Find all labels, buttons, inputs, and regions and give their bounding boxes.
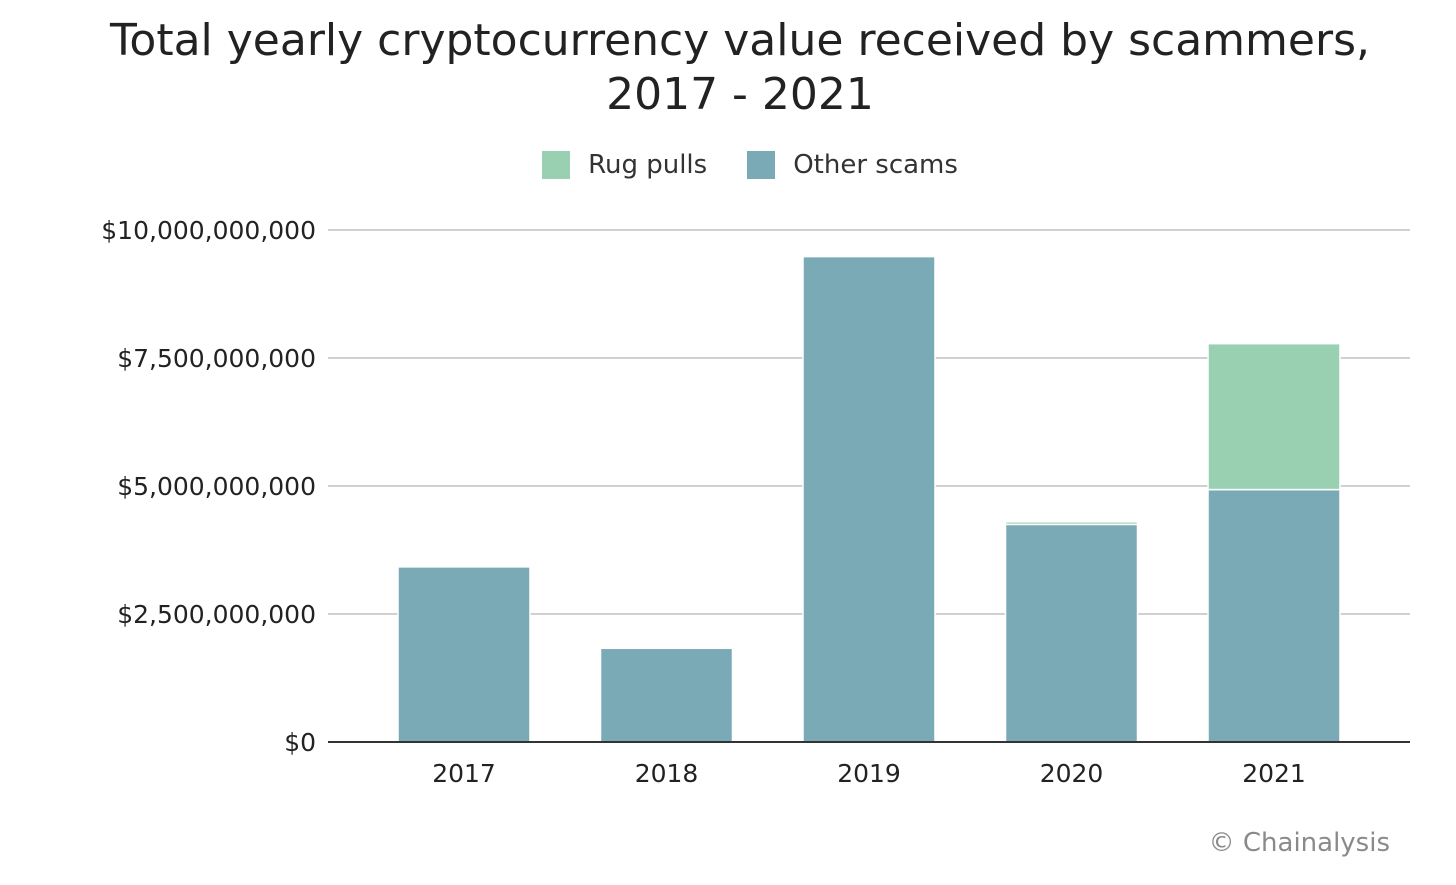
- bar-rug-pulls-2020: [1004, 521, 1139, 526]
- legend: Rug pulls Other scams: [0, 150, 1456, 180]
- x-tick-label: 2019: [837, 759, 901, 788]
- bar-rug-pulls-2021: [1207, 342, 1341, 491]
- bar-other-scams-2020: [1004, 523, 1139, 743]
- source-credit: © Chainalysis: [1208, 828, 1390, 858]
- x-tick-label: 2018: [635, 759, 699, 788]
- y-tick-label: $2,500,000,000: [117, 600, 316, 629]
- y-tick-label: $0: [284, 728, 316, 757]
- bar-other-scams-2017: [397, 566, 531, 743]
- x-tick-label: 2020: [1040, 759, 1104, 788]
- bar-other-scams-2021: [1207, 488, 1341, 743]
- y-tick-label: $7,500,000,000: [117, 344, 316, 373]
- x-tick-label: 2017: [432, 759, 496, 788]
- y-tick-label: $10,000,000,000: [101, 216, 316, 245]
- bar-other-scams-2019: [802, 255, 936, 743]
- chart-title: Total yearly cryptocurrency value receiv…: [110, 15, 1370, 120]
- y-tick-label: $5,000,000,000: [117, 472, 316, 501]
- legend-item-rug-pulls[interactable]: Rug pulls: [542, 150, 707, 180]
- bar-other-scams-2018: [599, 647, 734, 743]
- legend-swatch-rug-pulls: [542, 151, 571, 179]
- legend-label-other-scams: Other scams: [793, 150, 958, 180]
- legend-swatch-other-scams: [747, 151, 776, 179]
- legend-label-rug-pulls: Rug pulls: [588, 150, 708, 180]
- legend-item-other-scams[interactable]: Other scams: [747, 150, 958, 180]
- x-tick-label: 2021: [1242, 759, 1306, 788]
